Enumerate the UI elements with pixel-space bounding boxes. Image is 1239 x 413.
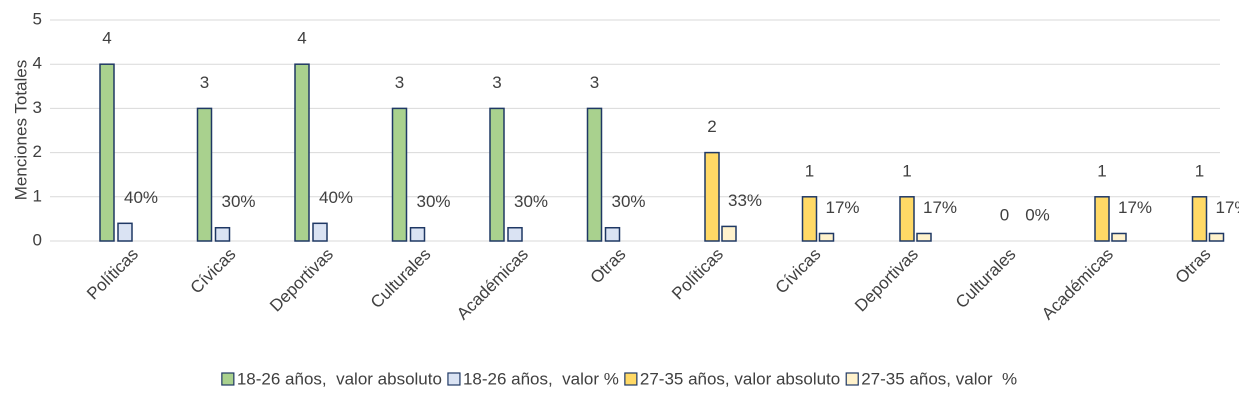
bar <box>294 63 310 242</box>
bar <box>391 107 408 242</box>
legend-label: 18-26 años, valor % <box>463 369 619 388</box>
data-label: 4 <box>102 29 111 48</box>
data-label: 1 <box>805 161 814 180</box>
legend-swatch <box>845 372 859 386</box>
y-tick-label: 3 <box>33 98 42 117</box>
bar <box>604 226 621 242</box>
x-tick-label: Académicas <box>453 245 532 324</box>
bar <box>916 232 932 242</box>
data-label: 3 <box>492 73 501 92</box>
x-tick-label: Otras <box>1172 245 1215 288</box>
legend: 18-26 años, valor absoluto 18-26 años, va… <box>221 369 1017 388</box>
data-label: 3 <box>590 73 599 92</box>
data-label: 3 <box>200 73 209 92</box>
bar <box>196 107 213 242</box>
data-label: 33% <box>728 191 762 210</box>
legend-label: 27-35 años, valor % <box>861 369 1017 388</box>
data-label: 1 <box>1097 161 1106 180</box>
bar <box>489 107 505 242</box>
bar <box>721 225 737 242</box>
bar <box>1191 196 1208 242</box>
y-tick-label: 5 <box>33 9 42 28</box>
data-label: 17% <box>1118 198 1152 217</box>
bar <box>507 226 523 242</box>
bar <box>704 151 720 242</box>
data-label: 0% <box>1025 205 1050 224</box>
x-tick-label: Académicas <box>1038 245 1117 324</box>
legend-label: 27-35 años, valor absoluto <box>640 369 840 388</box>
y-tick-label: 4 <box>33 54 42 73</box>
x-tick-label: Deportivas <box>851 245 922 316</box>
bar <box>818 232 835 242</box>
y-tick-label: 2 <box>33 142 42 161</box>
data-label: 2 <box>707 117 716 136</box>
x-tick-label: Políticas <box>668 245 727 304</box>
data-label: 3 <box>395 73 404 92</box>
x-tick-label: Culturales <box>367 245 435 313</box>
bar <box>117 222 133 242</box>
y-axis-title: Menciones Totales <box>11 60 30 201</box>
data-label: 30% <box>611 192 645 211</box>
x-tick-label: Deportivas <box>266 245 337 316</box>
data-label: 1 <box>1195 161 1204 180</box>
data-label: 17% <box>923 198 957 217</box>
x-tick-label: Cívicas <box>772 245 825 298</box>
x-tick-label: Culturales <box>952 245 1020 313</box>
data-label: 0 <box>1000 205 1009 224</box>
data-label: 17% <box>1215 198 1239 217</box>
y-tick-label: 1 <box>33 186 42 205</box>
bar <box>409 226 426 242</box>
data-label: 30% <box>416 192 450 211</box>
bar <box>1094 196 1110 242</box>
bar <box>312 222 328 242</box>
bar <box>586 107 603 242</box>
bar <box>899 196 915 242</box>
x-tick-label: Otras <box>587 245 630 288</box>
data-label: 1 <box>902 161 911 180</box>
bar <box>1111 232 1127 242</box>
data-label: 40% <box>124 188 158 207</box>
y-tick-label: 0 <box>33 230 42 249</box>
bar <box>99 63 115 242</box>
data-label: 17% <box>825 198 859 217</box>
legend-swatch <box>624 372 638 386</box>
data-label: 30% <box>221 192 255 211</box>
x-tick-label: Cívicas <box>187 245 240 298</box>
data-label: 40% <box>319 188 353 207</box>
legend-swatch <box>447 372 461 386</box>
bar <box>1208 232 1225 242</box>
data-label: 4 <box>297 29 306 48</box>
legend-swatch <box>221 372 235 386</box>
legend-label: 18-26 años, valor absoluto <box>237 369 442 388</box>
x-tick-label: Políticas <box>83 245 142 304</box>
data-label: 30% <box>514 192 548 211</box>
bar <box>214 226 231 242</box>
bar <box>801 196 818 242</box>
